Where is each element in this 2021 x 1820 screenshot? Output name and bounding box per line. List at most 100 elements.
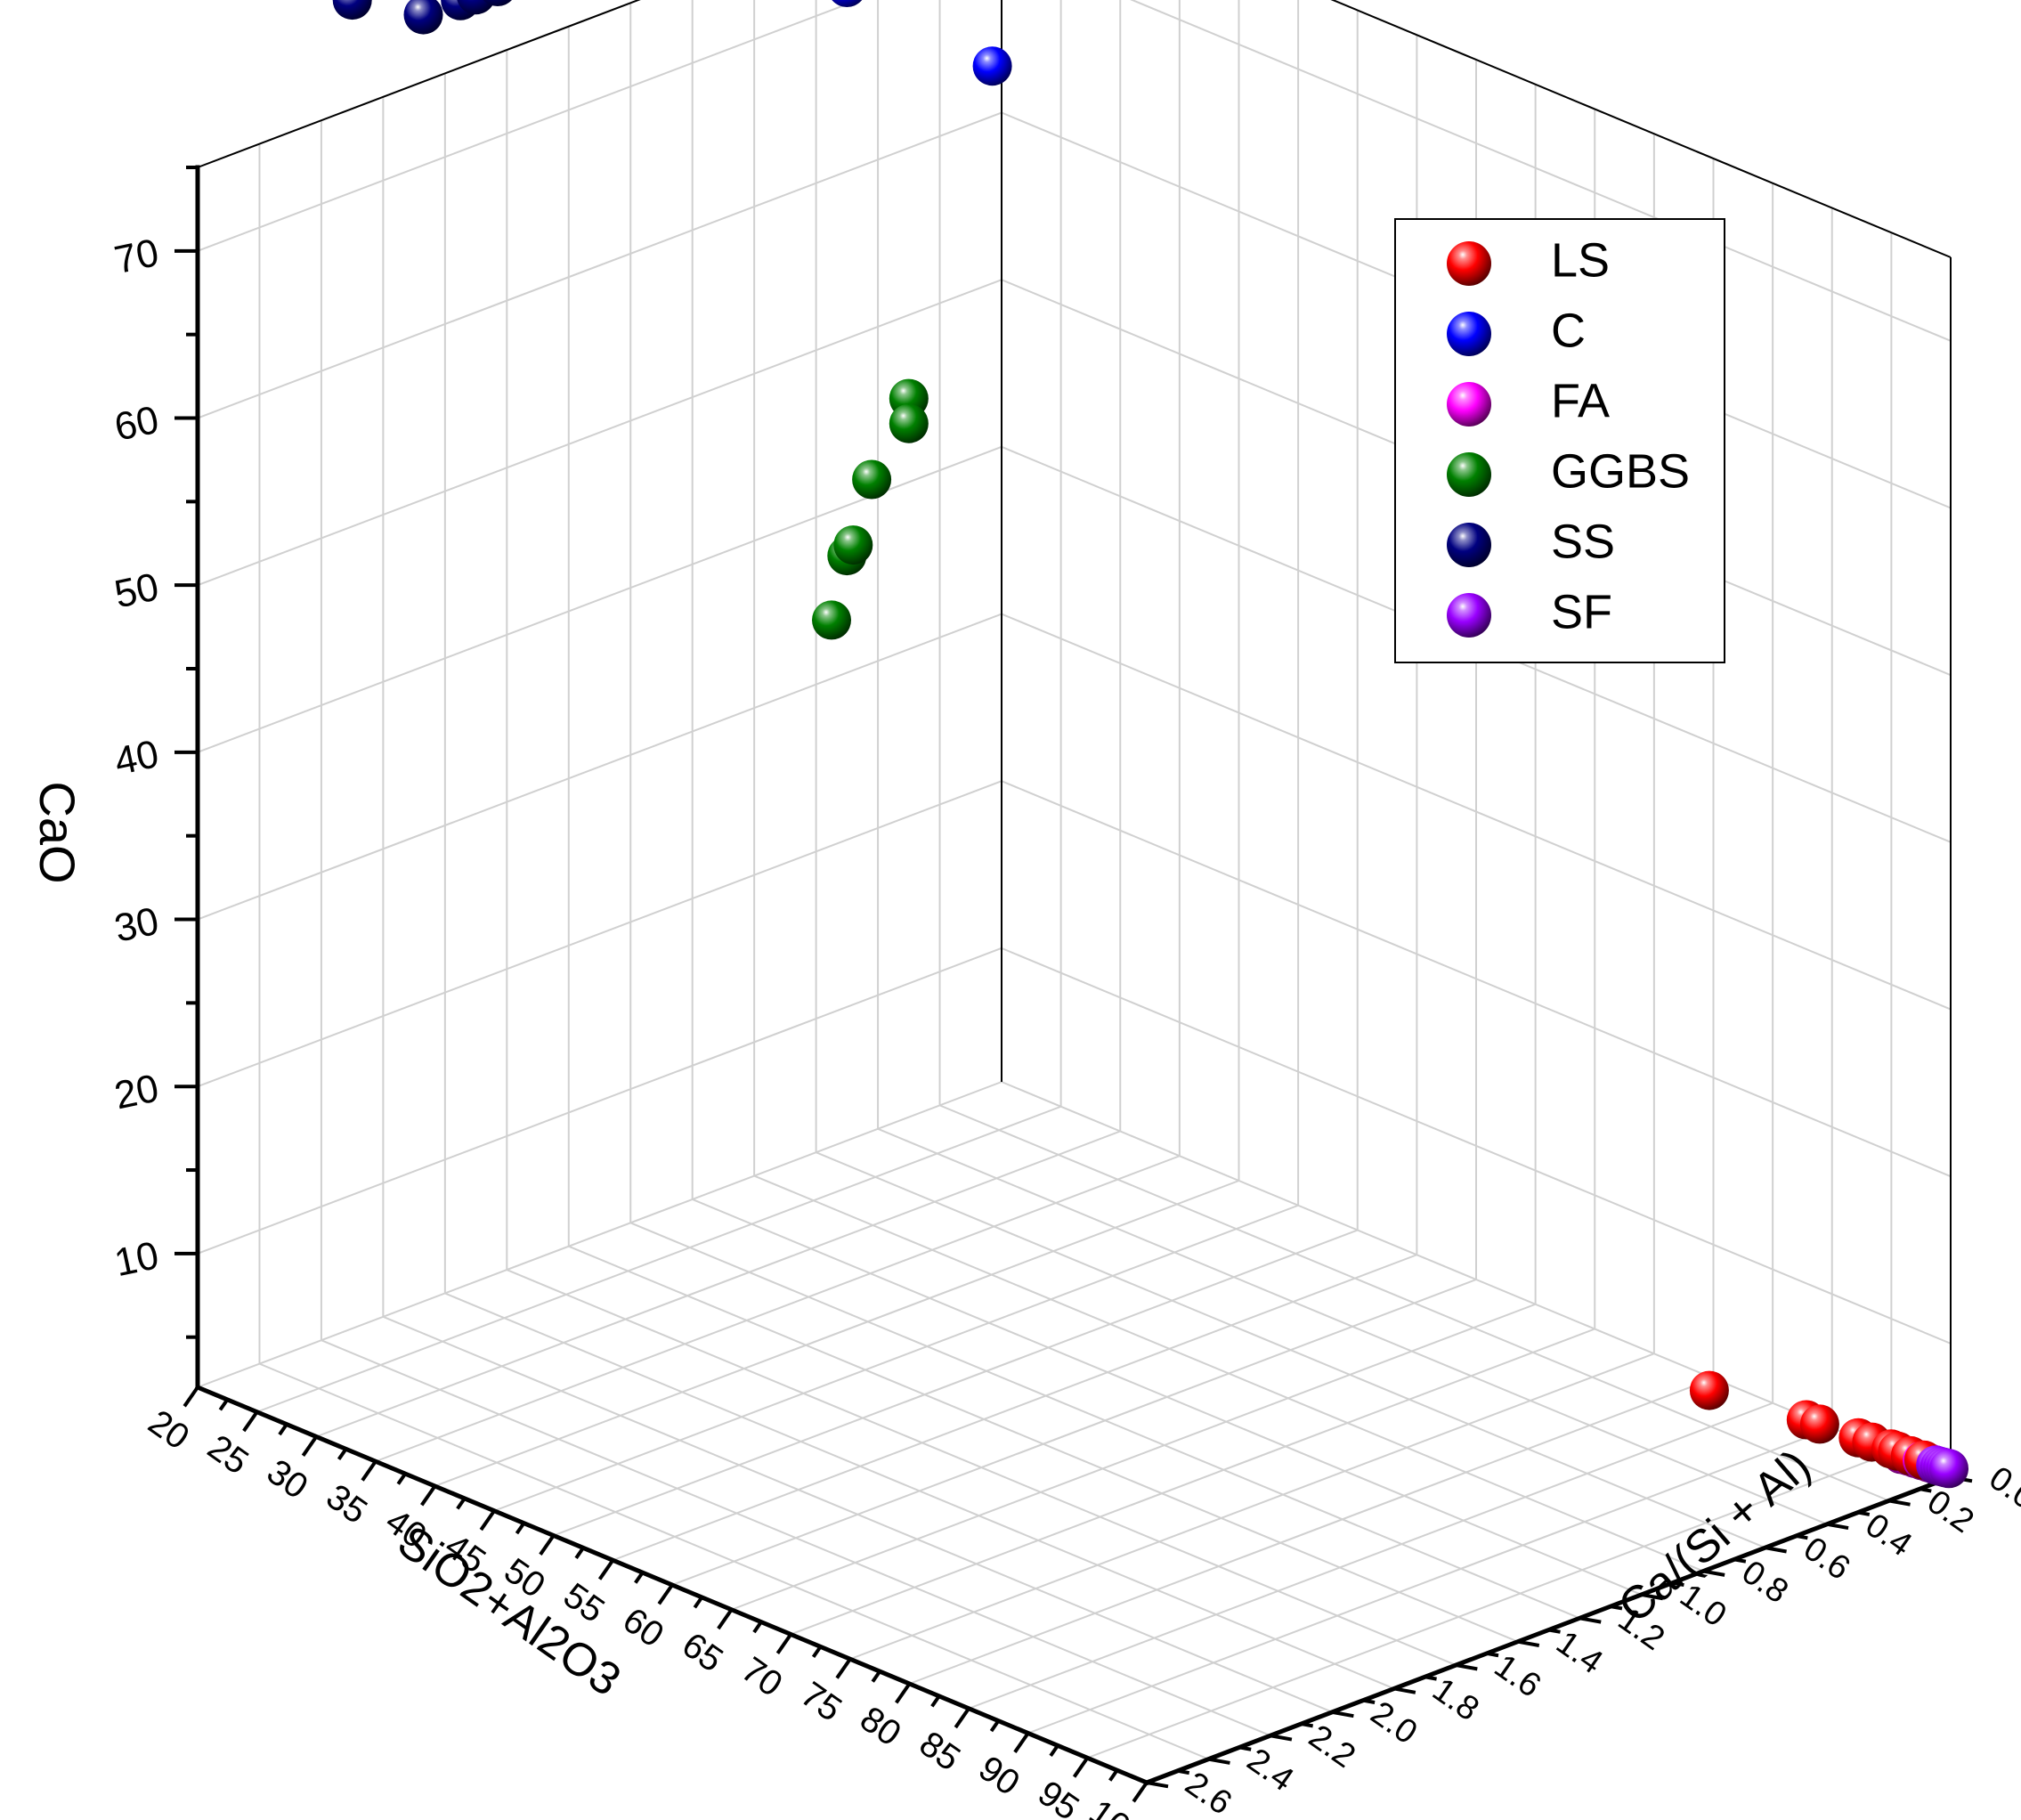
data-point-ss <box>457 0 495 15</box>
grid-line <box>321 1339 1271 1737</box>
tick-mark <box>1733 1557 1747 1564</box>
legend-marker-ss <box>1447 523 1491 567</box>
tick-mark <box>1795 1533 1808 1540</box>
z-tick-label: 40 <box>110 732 162 784</box>
chart-legend: LS C FA GGBS SS SF <box>1394 218 1725 663</box>
tick-mark <box>515 1522 526 1535</box>
tick-mark <box>835 1658 852 1679</box>
tick-mark <box>752 1621 763 1634</box>
grid-line <box>197 780 1002 1088</box>
x-tick-label: 35 <box>319 1477 374 1532</box>
data-point-ggbs <box>852 459 892 500</box>
tick-mark <box>1332 1710 1354 1718</box>
grid-line <box>444 1292 1395 1690</box>
tick-mark <box>1177 1768 1190 1775</box>
tick-mark <box>301 1435 318 1457</box>
x-tick-label: 95 <box>1031 1774 1086 1820</box>
grid-line <box>1087 1451 1892 1759</box>
tick-mark <box>1049 1744 1059 1757</box>
tick-mark <box>242 1410 259 1433</box>
legend-marker-sf <box>1447 593 1491 638</box>
legend-label-sf: SF <box>1551 585 1612 638</box>
tick-mark <box>1146 1781 1169 1789</box>
data-point-ss <box>483 0 512 6</box>
tick-mark <box>1857 1510 1871 1516</box>
tick-mark <box>1455 1663 1478 1671</box>
tick-mark <box>1270 1734 1293 1742</box>
grid-line <box>493 1204 1299 1512</box>
grid-line <box>613 1254 1417 1562</box>
tick-mark <box>361 1460 377 1482</box>
tick-mark <box>1610 1605 1623 1611</box>
tick-mark <box>871 1670 881 1683</box>
tick-mark <box>717 1608 734 1630</box>
tick-mark <box>775 1633 792 1654</box>
legend-label-ss: SS <box>1551 515 1615 568</box>
tick-mark <box>337 1448 348 1460</box>
tick-mark <box>218 1398 229 1411</box>
grid-line <box>1027 1426 1833 1735</box>
grid-line <box>1001 947 1952 1345</box>
tick-mark <box>1548 1628 1561 1634</box>
grid-line <box>753 1174 1704 1572</box>
data-point-ss <box>332 0 372 20</box>
tick-mark <box>479 1509 496 1532</box>
tick-mark <box>456 1497 467 1510</box>
tick-mark <box>954 1707 970 1729</box>
tick-mark <box>693 1596 703 1609</box>
grid-line <box>909 1377 1714 1685</box>
grid-line <box>434 1180 1239 1487</box>
data-point-ggbs <box>889 403 929 443</box>
tick-mark <box>1765 1546 1787 1554</box>
data-point-ls <box>1799 1404 1839 1444</box>
tick-mark <box>1424 1675 1437 1681</box>
tick-mark <box>657 1583 674 1605</box>
legend-marker-ggbs <box>1447 452 1491 497</box>
grid-line <box>315 1130 1121 1438</box>
legend-label-c: C <box>1551 304 1586 357</box>
tick-mark <box>1208 1757 1230 1765</box>
legend-marker-fa <box>1447 382 1491 427</box>
tick-mark <box>1888 1499 1911 1507</box>
z-tick-label: 70 <box>110 231 162 282</box>
grid-line <box>790 1328 1595 1636</box>
tick-mark <box>1579 1616 1602 1624</box>
data-point-ss <box>403 0 443 35</box>
tick-mark <box>895 1682 912 1704</box>
legend-label-ggbs: GGBS <box>1551 444 1690 498</box>
x-tick-label: 75 <box>793 1675 848 1730</box>
x-tick-label: 90 <box>971 1749 1027 1804</box>
y-tick-label: 0.0 <box>1982 1459 2021 1517</box>
grid-line <box>1001 613 1952 1011</box>
data-point-ggbs <box>833 525 873 565</box>
tick-mark <box>1672 1580 1684 1588</box>
tick-mark <box>1826 1522 1849 1531</box>
z-tick-label: 10 <box>110 1233 162 1285</box>
tick-mark <box>634 1571 645 1584</box>
x-tick-label: 30 <box>260 1452 315 1507</box>
tick-mark <box>1919 1487 1932 1493</box>
grid-line <box>1130 0 1952 342</box>
tick-mark <box>1238 1745 1252 1751</box>
grid-line <box>197 0 861 252</box>
tick-mark <box>1013 1732 1030 1753</box>
left-wall <box>198 0 1002 1387</box>
grid-line <box>877 1127 1828 1525</box>
grid-line <box>197 111 1002 419</box>
grid-line <box>375 1155 1181 1463</box>
z-axis-title: CaO <box>29 781 85 883</box>
grid-line <box>383 1315 1333 1713</box>
tick-mark <box>396 1472 407 1485</box>
grid-line <box>692 1198 1643 1596</box>
grid-line <box>939 1104 1889 1502</box>
grid-line <box>731 1303 1536 1611</box>
tick-mark <box>1486 1651 1499 1658</box>
data-point-c <box>972 46 1012 86</box>
tick-mark <box>1362 1698 1376 1704</box>
grid-line <box>259 1362 1209 1760</box>
tick-mark <box>420 1484 437 1507</box>
data-point-ls <box>1689 1370 1729 1410</box>
tick-mark <box>1108 1768 1119 1782</box>
frame-edge <box>197 0 641 168</box>
